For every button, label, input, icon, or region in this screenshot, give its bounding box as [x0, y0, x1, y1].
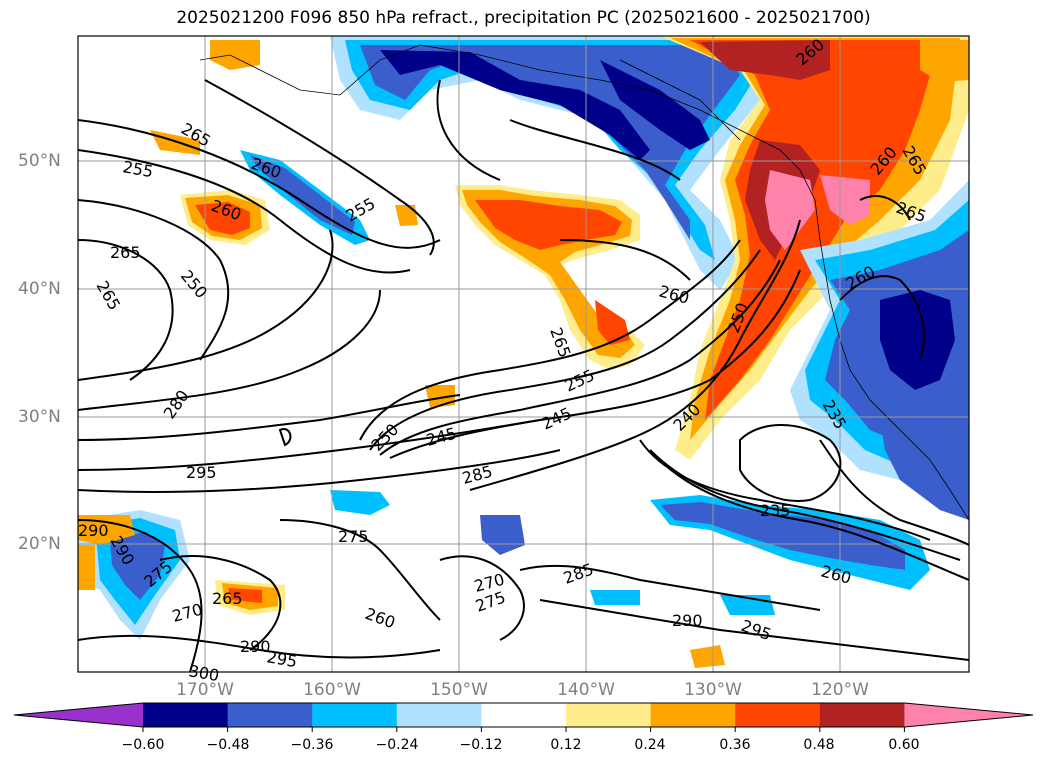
- colorbar-segment: [566, 703, 652, 727]
- colorbar-tick-label: 0.12: [550, 737, 582, 753]
- colorbar-tick-label: 0.48: [803, 737, 835, 753]
- lat-label: 50°N: [18, 151, 61, 171]
- map-frame: [77, 35, 970, 673]
- contour-label: 255: [121, 157, 154, 181]
- colorbar-segment: [735, 703, 821, 727]
- colorbar: [13, 702, 1034, 732]
- colorbar-tick-label: −0.60: [121, 737, 165, 753]
- colorbar-segment: [819, 703, 905, 727]
- colorbar-segment: [143, 703, 229, 727]
- contour-label: 290: [672, 611, 703, 630]
- contour-label: 245: [539, 403, 575, 433]
- contour-label: 265: [110, 243, 141, 262]
- contour-label: 290: [240, 637, 271, 656]
- precipitation-shading: [78, 36, 969, 668]
- colorbar-segment: [227, 703, 313, 727]
- contour-label: 275: [338, 527, 369, 546]
- contour-label: 265: [212, 589, 243, 608]
- lon-label: 120°W: [811, 680, 869, 700]
- colorbar-tick-label: −0.48: [206, 737, 250, 753]
- colorbar-tick-label: −0.36: [290, 737, 334, 753]
- colorbar-tick-label: 0.36: [719, 737, 751, 753]
- contour-label: 235: [760, 501, 791, 520]
- contour-label: 295: [186, 463, 217, 482]
- colorbar-segment: [650, 703, 736, 727]
- contour-label: 285: [561, 559, 596, 587]
- refractivity-contours: [78, 79, 969, 672]
- map-title: 2025021200 F096 850 hPa refract., precip…: [176, 8, 871, 28]
- lat-label: 40°N: [18, 279, 61, 299]
- contour-label: 255: [562, 365, 598, 395]
- contour-label: 250: [177, 266, 211, 302]
- colorbar-extend-low: [14, 703, 143, 727]
- colorbar-segment: [481, 703, 567, 727]
- colorbar-segment: [396, 703, 482, 727]
- colorbar-tick-label: −0.24: [375, 737, 419, 753]
- contour-label: 260: [363, 604, 398, 632]
- lat-label: 30°N: [18, 407, 61, 427]
- contour-label: 290: [78, 521, 109, 540]
- coastlines: [199, 44, 969, 521]
- colorbar-segment: [312, 703, 398, 727]
- contour-label: 265: [93, 278, 125, 314]
- contour-label: 295: [265, 647, 298, 671]
- contour-label: 260: [249, 154, 284, 182]
- lat-label: 20°N: [18, 534, 61, 554]
- lon-label: 130°W: [684, 680, 742, 700]
- contour-label: 260: [657, 282, 691, 308]
- contour-label: 295: [739, 616, 774, 644]
- colorbar-tick-label: 0.60: [888, 737, 920, 753]
- contour-label: 245: [424, 424, 458, 450]
- colorbar-tick-label: −0.12: [459, 737, 503, 753]
- lon-label: 170°W: [176, 680, 234, 700]
- colorbar-tick-label: 0.24: [634, 737, 666, 753]
- lon-label: 150°W: [430, 680, 488, 700]
- contour-label: 270: [170, 600, 204, 626]
- colorbar-extend-high: [904, 703, 1033, 727]
- lon-label: 140°W: [557, 680, 615, 700]
- lon-label: 160°W: [303, 680, 361, 700]
